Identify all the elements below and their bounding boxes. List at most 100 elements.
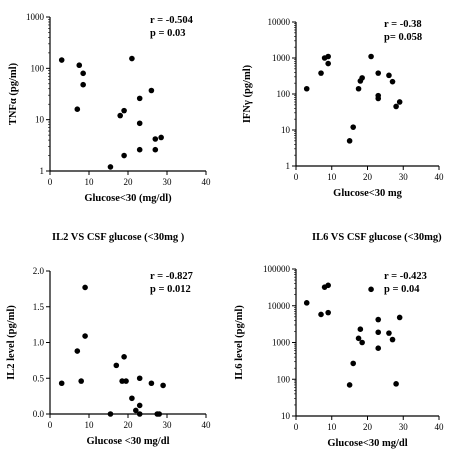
ifn-data-point: [375, 95, 382, 102]
il2-data-point: [136, 411, 143, 417]
tnf-data-point: [117, 112, 123, 119]
il6-stat-p: p = 0.04: [384, 284, 420, 295]
il6-y-tick-label: 100000: [263, 264, 291, 274]
il6-data-point: [350, 360, 357, 367]
tnf-stat-p: p = 0.03: [150, 28, 185, 39]
il2-data-point: [148, 380, 155, 387]
il6-data-point: [386, 330, 392, 336]
il2-data-point: [133, 407, 139, 414]
il2-stat-p: p = 0.012: [150, 284, 191, 295]
tnf-y-axis-label: TNFα (pg/ml): [8, 62, 19, 125]
tnf-data-point: [136, 120, 143, 127]
tnf-data-point: [76, 62, 83, 69]
il2-data-point: [82, 333, 88, 339]
ifn-data-point: [325, 60, 331, 67]
il2-y-tick-label: 2.0: [33, 266, 45, 276]
il2-chart: 0 10 20 30 40 0.0 0.5 1.0 1.5 2.0 Glucose <30 mg/d…: [6, 266, 211, 447]
tnf-data-point: [136, 146, 143, 153]
tnf-y-tick-label: 100: [31, 63, 45, 73]
ifn-x-tick-label: 40: [435, 172, 445, 182]
ifn-data-point: [389, 78, 396, 85]
tnf-data-point: [152, 146, 159, 153]
tnf-data-point: [121, 107, 127, 114]
il6-data-point: [396, 314, 403, 321]
ifn-data-point: [346, 138, 353, 144]
tnf-x-axis-label: Glucose<30 (mg/dl): [84, 193, 172, 204]
ifn-x-axis-label: Glucose<30 mg: [333, 188, 402, 199]
tnf-x-tick-label: 0: [48, 177, 53, 187]
il2-x-tick-label: 20: [124, 420, 134, 430]
il6-x-tick-label: 0: [294, 422, 299, 432]
il6-data-point: [357, 326, 364, 333]
il6-chart: 0 10 20 30 4010100100010000100000Glucose<30 …: [234, 264, 444, 449]
ifn-data-point: [359, 75, 365, 81]
tnf-x-tick-label: 10: [85, 177, 95, 187]
il2-panel-title: IL2 VS CSF glucose (<30mg ): [52, 232, 185, 243]
tnf-y-tick-label: 1000: [26, 12, 45, 22]
tnf-x-tick-label: 30: [163, 177, 173, 187]
ifn-data-point: [386, 72, 392, 79]
il2-data-point: [121, 354, 127, 360]
il2-data-point: [136, 375, 143, 382]
ifn-y-tick-label: 10000: [268, 17, 291, 27]
ifn-data-point: [375, 70, 382, 76]
il2-data-point: [136, 402, 143, 409]
tnf-data-point: [80, 70, 86, 77]
il2-stat-r: r = -0.827: [150, 271, 193, 282]
il6-x-tick-label: 40: [435, 422, 445, 432]
il6-data-point: [368, 286, 374, 293]
tnf-data-point: [148, 87, 155, 94]
ifn-y-tick-label: 100: [277, 89, 291, 99]
il6-x-tick-label: 10: [327, 422, 337, 432]
il6-data-point: [375, 316, 382, 323]
ifn-x-tick-label: 10: [327, 172, 337, 182]
ifn-stat-r: r = -0.38: [384, 19, 422, 30]
ifn-data-point: [393, 103, 399, 110]
ifn-x-tick-label: 20: [363, 172, 373, 182]
il2-y-tick-label: 1.5: [33, 302, 45, 312]
il6-data-point: [359, 339, 365, 346]
tnf-x-tick-label: 40: [202, 177, 212, 187]
il6-data-point: [346, 382, 353, 388]
ifn-data-point: [318, 70, 324, 76]
tnf-data-point: [80, 81, 86, 88]
tnf-y-tick-label: 10: [35, 115, 45, 125]
tnf-x-tick-label: 20: [124, 177, 134, 187]
il2-data-point: [113, 362, 120, 369]
tnf-data-point: [58, 57, 65, 63]
ifn-stat-p: p= 0.058: [384, 32, 422, 43]
il2-data-point: [74, 348, 81, 354]
il6-y-tick-label: 1000: [272, 338, 291, 348]
il2-data-point: [160, 382, 166, 389]
il2-x-tick-label: 30: [163, 420, 173, 430]
il6-data-point: [393, 381, 399, 387]
il2-data-point: [58, 380, 65, 387]
tnf-data-point: [158, 134, 164, 141]
ifn-chart: 0 10 20 30 40 1 10 100 1000 10000 Glucose<30 mg IFN…: [242, 17, 444, 199]
il2-x-tick-label: 0: [48, 420, 53, 430]
il6-y-tick-label: 100: [277, 374, 291, 384]
il6-x-tick-label: 30: [399, 422, 409, 432]
tnf-data-point: [121, 152, 127, 159]
il6-panel-title: IL6 VS CSF glucose (<30mg): [312, 232, 442, 243]
tnf-y-tick-label: 1: [40, 166, 45, 176]
il6-data-point: [389, 336, 396, 343]
tnf-data-point: [136, 95, 143, 102]
il6-data-point: [375, 345, 382, 351]
tnf-stat-r: r = -0.504: [150, 15, 194, 26]
il6-data-point: [325, 309, 331, 316]
il2-y-tick-label: 0.5: [33, 373, 45, 383]
il6-data-point: [325, 282, 331, 289]
il6-data-point: [318, 311, 324, 318]
il2-data-point: [123, 378, 129, 384]
il2-data-point: [78, 378, 84, 384]
il2-x-tick-label: 10: [85, 420, 95, 430]
il2-data-point: [129, 395, 135, 402]
il2-y-tick-label: 1.0: [33, 338, 45, 348]
il6-data-point: [355, 335, 362, 342]
il6-data-point: [375, 329, 382, 336]
tnf-data-point: [107, 164, 114, 170]
ifn-x-tick-label: 0: [294, 172, 299, 182]
ifn-data-point: [396, 99, 403, 105]
